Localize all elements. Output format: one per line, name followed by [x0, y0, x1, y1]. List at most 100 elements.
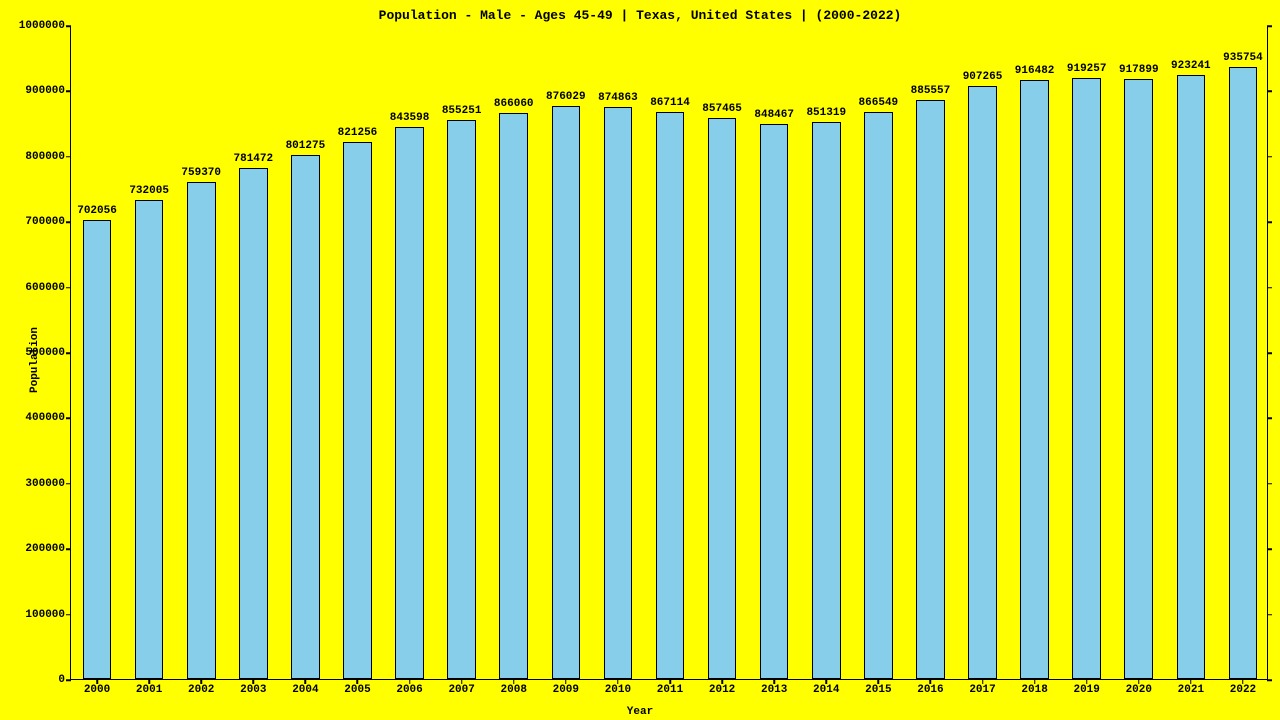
bar [1020, 80, 1049, 679]
y-axis-label: Population [29, 327, 41, 393]
bar-value-label: 935754 [1223, 52, 1263, 64]
bar-value-label: 907265 [963, 71, 1003, 83]
y-tick-mark-right [1267, 221, 1272, 223]
bar [499, 113, 528, 679]
bar-value-label: 885557 [911, 85, 951, 97]
bar-value-label: 923241 [1171, 60, 1211, 72]
x-tick-mark [930, 679, 932, 684]
bar-value-label: 866549 [859, 97, 899, 109]
bar [343, 142, 372, 679]
x-tick-mark [1190, 679, 1192, 684]
y-tick-label: 800000 [25, 151, 71, 163]
bar-value-label: 781472 [233, 153, 273, 165]
bar-value-label: 855251 [442, 105, 482, 117]
y-tick-label: 200000 [25, 543, 71, 555]
bar [291, 155, 320, 679]
y-tick-mark [66, 483, 71, 485]
bar [187, 182, 216, 679]
bar-value-label: 843598 [390, 112, 430, 124]
bar [447, 120, 476, 679]
y-tick-mark [66, 352, 71, 354]
y-tick-mark [66, 221, 71, 223]
bar-value-label: 702056 [77, 205, 117, 217]
y-tick-mark-right [1267, 614, 1272, 616]
bar-value-label: 851319 [806, 107, 846, 119]
x-tick-mark [409, 679, 411, 684]
y-tick-mark-right [1267, 418, 1272, 420]
bar-value-label: 857465 [702, 103, 742, 115]
bar [656, 112, 685, 679]
y-tick-mark [66, 548, 71, 550]
bar-value-label: 919257 [1067, 63, 1107, 75]
x-tick-mark [982, 679, 984, 684]
y-tick-label: 1000000 [19, 20, 71, 32]
bar-value-label: 917899 [1119, 64, 1159, 76]
x-tick-mark [461, 679, 463, 684]
x-tick-mark [773, 679, 775, 684]
x-tick-mark [1034, 679, 1036, 684]
bar-value-label: 916482 [1015, 65, 1055, 77]
y-tick-label: 900000 [25, 85, 71, 97]
y-tick-mark-right [1267, 156, 1272, 158]
bar [604, 107, 633, 679]
bar [239, 168, 268, 679]
y-tick-mark [66, 679, 71, 681]
plot-area: 0100000200000300000400000500000600000700… [70, 26, 1268, 680]
y-tick-mark-right [1267, 287, 1272, 289]
x-tick-mark [669, 679, 671, 684]
bar [968, 86, 997, 679]
x-tick-mark [513, 679, 515, 684]
y-tick-mark-right [1267, 679, 1272, 681]
x-tick-mark [826, 679, 828, 684]
x-tick-mark [96, 679, 98, 684]
bar-value-label: 759370 [181, 167, 221, 179]
y-tick-label: 600000 [25, 282, 71, 294]
y-tick-mark [66, 25, 71, 27]
y-tick-label: 700000 [25, 216, 71, 228]
x-tick-mark [1138, 679, 1140, 684]
bar [864, 112, 893, 679]
x-tick-mark [565, 679, 567, 684]
bar-value-label: 821256 [338, 127, 378, 139]
bar [1177, 75, 1206, 679]
bar [916, 100, 945, 679]
y-tick-mark [66, 156, 71, 158]
bar [395, 127, 424, 679]
bar-value-label: 866060 [494, 98, 534, 110]
x-tick-mark [1242, 679, 1244, 684]
bar [1124, 79, 1153, 679]
x-tick-mark [305, 679, 307, 684]
x-tick-mark [1086, 679, 1088, 684]
y-tick-label: 500000 [25, 347, 71, 359]
x-tick-mark [878, 679, 880, 684]
x-tick-mark [200, 679, 202, 684]
y-tick-label: 300000 [25, 478, 71, 490]
y-tick-label: 400000 [25, 412, 71, 424]
bar-value-label: 848467 [754, 109, 794, 121]
bar-value-label: 867114 [650, 97, 690, 109]
bar [135, 200, 164, 679]
bar-value-label: 732005 [129, 185, 169, 197]
bar-value-label: 876029 [546, 91, 586, 103]
bar-value-label: 874863 [598, 92, 638, 104]
y-tick-mark-right [1267, 352, 1272, 354]
y-tick-mark [66, 287, 71, 289]
x-tick-mark [148, 679, 150, 684]
bar [760, 124, 789, 679]
x-axis-label: Year [627, 706, 653, 718]
bar-value-label: 801275 [286, 140, 326, 152]
x-tick-mark [617, 679, 619, 684]
y-tick-mark-right [1267, 548, 1272, 550]
x-tick-mark [721, 679, 723, 684]
x-tick-mark [357, 679, 359, 684]
y-tick-mark-right [1267, 91, 1272, 93]
y-tick-mark-right [1267, 483, 1272, 485]
bar [83, 220, 112, 679]
y-tick-mark-right [1267, 25, 1272, 27]
bar [1229, 67, 1258, 679]
bar [1072, 78, 1101, 679]
y-tick-mark [66, 91, 71, 93]
x-tick-mark [253, 679, 255, 684]
bar [812, 122, 841, 679]
y-tick-mark [66, 614, 71, 616]
